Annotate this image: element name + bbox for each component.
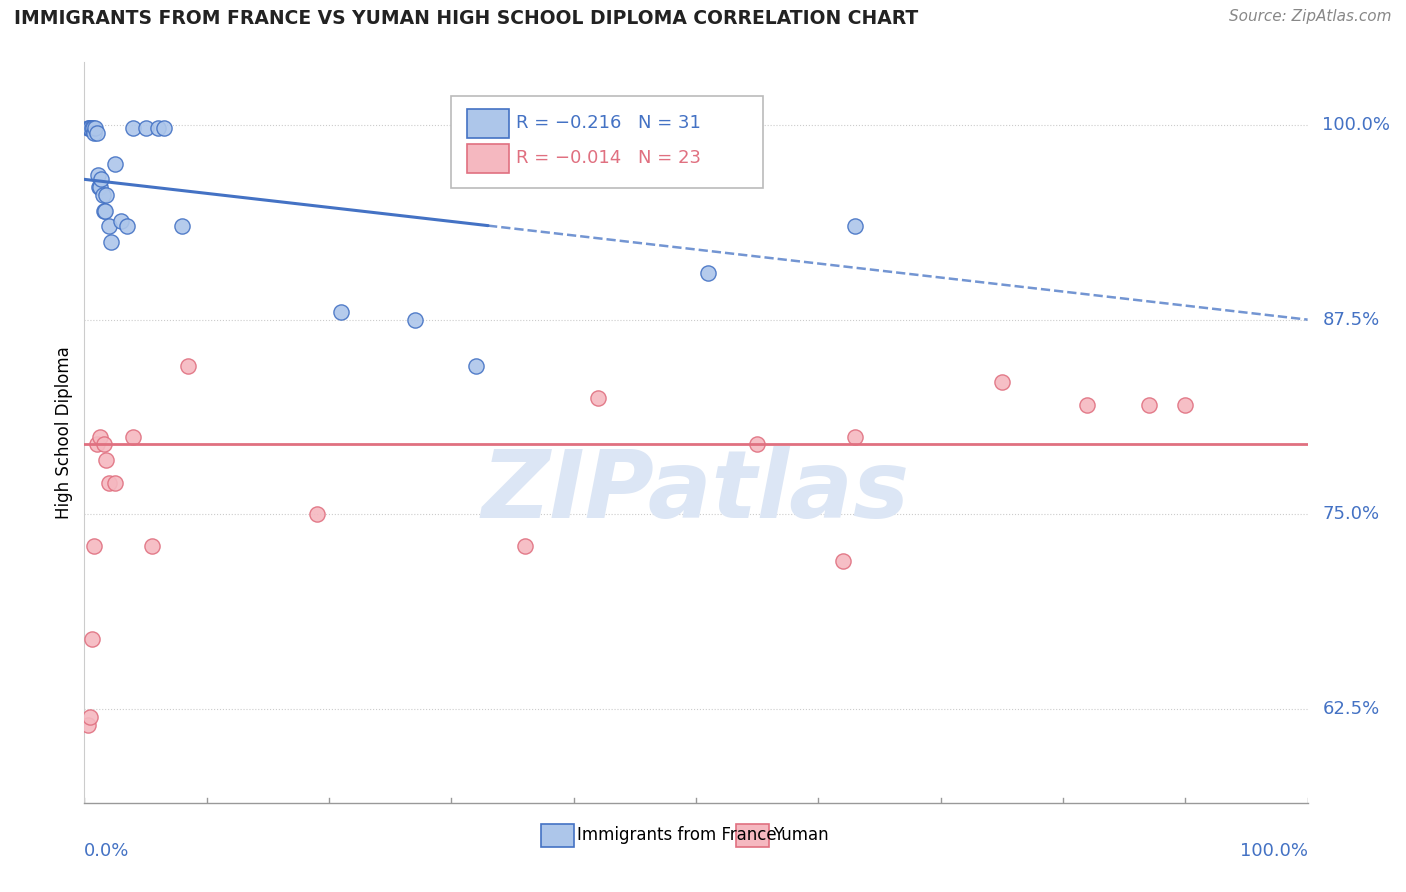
Point	[747, 437, 769, 451]
Point	[80, 632, 103, 647]
Text: R = −0.014: R = −0.014	[516, 149, 621, 167]
Point	[697, 266, 720, 280]
Point	[464, 359, 486, 374]
Text: 100.0%: 100.0%	[1240, 842, 1308, 860]
Point	[90, 172, 112, 186]
Point	[89, 180, 111, 194]
Point	[87, 168, 110, 182]
Point	[77, 120, 100, 135]
Point	[104, 157, 127, 171]
Text: ZIPatlas: ZIPatlas	[482, 446, 910, 538]
Point	[97, 219, 120, 233]
Point	[77, 120, 100, 135]
Text: Yuman: Yuman	[773, 826, 828, 845]
Point	[110, 214, 132, 228]
Point	[1076, 398, 1098, 412]
Point	[82, 120, 104, 135]
Point	[831, 554, 853, 568]
Point	[93, 203, 115, 218]
Point	[177, 359, 200, 374]
Point	[991, 375, 1014, 389]
Point	[844, 219, 866, 233]
Point	[844, 429, 866, 443]
Point	[79, 120, 101, 135]
Point	[135, 120, 157, 135]
Point	[91, 188, 114, 202]
Point	[77, 718, 100, 732]
Point	[122, 429, 145, 443]
Point	[86, 126, 108, 140]
Text: N = 23: N = 23	[638, 149, 702, 167]
Point	[83, 539, 105, 553]
Point	[93, 437, 115, 451]
FancyBboxPatch shape	[467, 144, 509, 173]
Point	[94, 203, 117, 218]
Text: R = −0.216: R = −0.216	[516, 114, 621, 132]
Point	[80, 120, 103, 135]
Point	[513, 539, 536, 553]
Text: 87.5%: 87.5%	[1322, 310, 1379, 328]
Point	[104, 476, 127, 491]
FancyBboxPatch shape	[451, 95, 763, 188]
Point	[86, 437, 108, 451]
Text: 62.5%: 62.5%	[1322, 700, 1379, 718]
Text: 100.0%: 100.0%	[1322, 116, 1391, 134]
Text: IMMIGRANTS FROM FRANCE VS YUMAN HIGH SCHOOL DIPLOMA CORRELATION CHART: IMMIGRANTS FROM FRANCE VS YUMAN HIGH SCH…	[14, 9, 918, 28]
Point	[146, 120, 169, 135]
Point	[305, 508, 328, 522]
Point	[1137, 398, 1160, 412]
Point	[115, 219, 138, 233]
Point	[122, 120, 145, 135]
Point	[97, 476, 120, 491]
Y-axis label: High School Diploma: High School Diploma	[55, 346, 73, 519]
Text: 0.0%: 0.0%	[84, 842, 129, 860]
Text: 75.0%: 75.0%	[1322, 506, 1379, 524]
Point	[96, 453, 118, 467]
Point	[1174, 398, 1197, 412]
Text: Immigrants from France: Immigrants from France	[578, 826, 778, 845]
Point	[79, 710, 101, 724]
FancyBboxPatch shape	[541, 823, 574, 847]
Point	[330, 305, 353, 319]
Point	[141, 539, 163, 553]
Point	[586, 391, 609, 405]
Point	[96, 188, 118, 202]
Point	[87, 180, 110, 194]
Point	[83, 126, 105, 140]
Point	[100, 235, 122, 249]
Point	[84, 120, 107, 135]
Text: N = 31: N = 31	[638, 114, 702, 132]
Point	[404, 312, 426, 326]
Point	[172, 219, 194, 233]
Point	[153, 120, 176, 135]
FancyBboxPatch shape	[467, 109, 509, 138]
FancyBboxPatch shape	[737, 823, 769, 847]
Text: Source: ZipAtlas.com: Source: ZipAtlas.com	[1229, 9, 1392, 24]
Point	[89, 429, 111, 443]
